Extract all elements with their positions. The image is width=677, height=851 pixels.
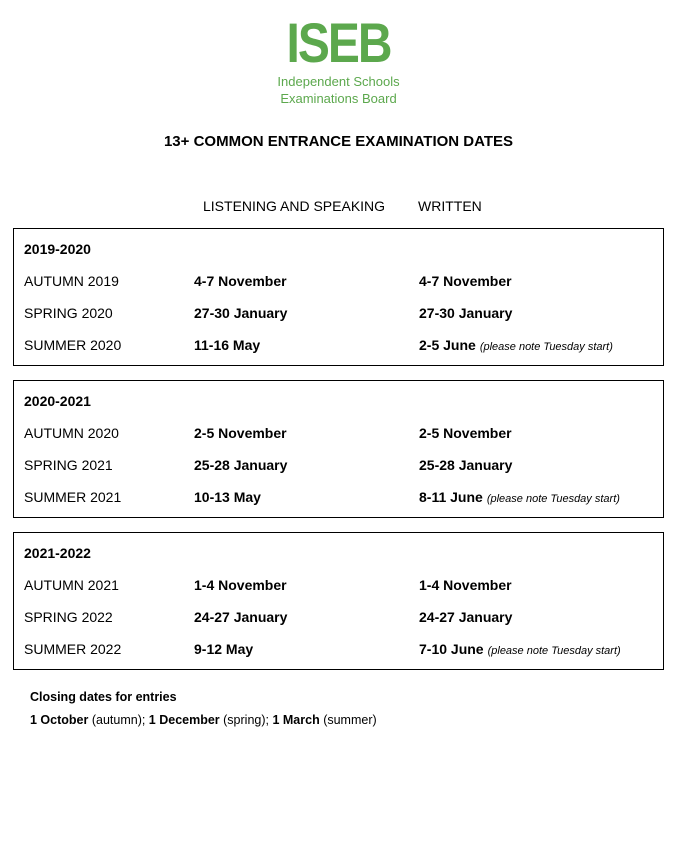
- logo-main: ISEB: [286, 22, 390, 69]
- written-date-value: 2-5 November: [419, 425, 512, 441]
- listening-date: 9-12 May: [194, 641, 419, 657]
- date-row: AUTUMN 20202-5 November2-5 November: [24, 425, 653, 441]
- term-label: SUMMER 2022: [24, 641, 194, 657]
- footer-date-summer: 1 March: [272, 713, 319, 727]
- term-label: SUMMER 2021: [24, 489, 194, 505]
- logo-sub-line1: Independent Schools: [277, 74, 399, 89]
- footer-date-autumn: 1 October: [30, 713, 88, 727]
- listening-date: 25-28 January: [194, 457, 419, 473]
- listening-date: 4-7 November: [194, 273, 419, 289]
- page-title: 13+ COMMON ENTRANCE EXAMINATION DATES: [0, 133, 677, 150]
- footer: Closing dates for entries 1 October (aut…: [0, 684, 677, 734]
- listening-date: 10-13 May: [194, 489, 419, 505]
- date-row: SPRING 202125-28 January25-28 January: [24, 457, 653, 473]
- written-date-value: 25-28 January: [419, 457, 512, 473]
- written-date-value: 8-11 June: [419, 489, 483, 505]
- written-date-value: 2-5 June: [419, 337, 476, 353]
- footer-dates: 1 October (autumn); 1 December (spring);…: [30, 709, 647, 733]
- term-label: SUMMER 2020: [24, 337, 194, 353]
- written-date-note: (please note Tuesday start): [488, 645, 621, 657]
- year-block: 2020-2021AUTUMN 20202-5 November2-5 Nove…: [13, 380, 664, 518]
- date-row: AUTUMN 20194-7 November4-7 November: [24, 273, 653, 289]
- date-row: SUMMER 202110-13 May8-11 June (please not…: [24, 489, 653, 505]
- written-date-note: (please note Tuesday start): [480, 341, 613, 353]
- footer-date-spring: 1 December: [149, 713, 220, 727]
- written-date: 27-30 January: [419, 305, 653, 321]
- written-date: 1-4 November: [419, 577, 653, 593]
- logo-sub-line2: Examinations Board: [280, 91, 396, 106]
- term-label: AUTUMN 2020: [24, 425, 194, 441]
- header-written: WRITTEN: [418, 198, 664, 214]
- listening-date: 27-30 January: [194, 305, 419, 321]
- written-date: 8-11 June (please note Tuesday start): [419, 489, 653, 505]
- listening-date: 1-4 November: [194, 577, 419, 593]
- year-label: 2021-2022: [24, 545, 653, 561]
- written-date: 7-10 June (please note Tuesday start): [419, 641, 653, 657]
- column-headers: LISTENING AND SPEAKING WRITTEN: [0, 198, 677, 228]
- written-date-value: 7-10 June: [419, 641, 484, 657]
- written-date-value: 27-30 January: [419, 305, 512, 321]
- written-date-note: (please note Tuesday start): [487, 493, 620, 505]
- term-label: SPRING 2021: [24, 457, 194, 473]
- listening-date: 2-5 November: [194, 425, 419, 441]
- footer-text-summer: (summer): [320, 713, 377, 727]
- term-label: AUTUMN 2021: [24, 577, 194, 593]
- written-date: 24-27 January: [419, 609, 653, 625]
- written-date-value: 1-4 November: [419, 577, 512, 593]
- date-row: SPRING 202027-30 January27-30 January: [24, 305, 653, 321]
- footer-title: Closing dates for entries: [30, 686, 647, 710]
- year-block: 2021-2022AUTUMN 20211-4 November1-4 Nove…: [13, 532, 664, 670]
- footer-text-spring: (spring);: [220, 713, 273, 727]
- date-row: SPRING 202224-27 January24-27 January: [24, 609, 653, 625]
- year-block: 2019-2020AUTUMN 20194-7 November4-7 Nove…: [13, 228, 664, 366]
- written-date: 2-5 November: [419, 425, 653, 441]
- written-date-value: 4-7 November: [419, 273, 512, 289]
- term-label: SPRING 2020: [24, 305, 194, 321]
- date-row: AUTUMN 20211-4 November1-4 November: [24, 577, 653, 593]
- term-label: AUTUMN 2019: [24, 273, 194, 289]
- written-date-value: 24-27 January: [419, 609, 512, 625]
- header-listening: LISTENING AND SPEAKING: [193, 198, 418, 214]
- year-label: 2019-2020: [24, 241, 653, 257]
- logo-subtitle: Independent Schools Examinations Board: [0, 74, 677, 108]
- term-label: SPRING 2022: [24, 609, 194, 625]
- date-row: SUMMER 20229-12 May7-10 June (please note…: [24, 641, 653, 657]
- listening-date: 24-27 January: [194, 609, 419, 625]
- written-date: 25-28 January: [419, 457, 653, 473]
- footer-text-autumn: (autumn);: [88, 713, 148, 727]
- year-label: 2020-2021: [24, 393, 653, 409]
- date-row: SUMMER 202011-16 May2-5 June (please note…: [24, 337, 653, 353]
- written-date: 2-5 June (please note Tuesday start): [419, 337, 653, 353]
- listening-date: 11-16 May: [194, 337, 419, 353]
- written-date: 4-7 November: [419, 273, 653, 289]
- logo: ISEB Independent Schools Examinations Bo…: [0, 25, 677, 108]
